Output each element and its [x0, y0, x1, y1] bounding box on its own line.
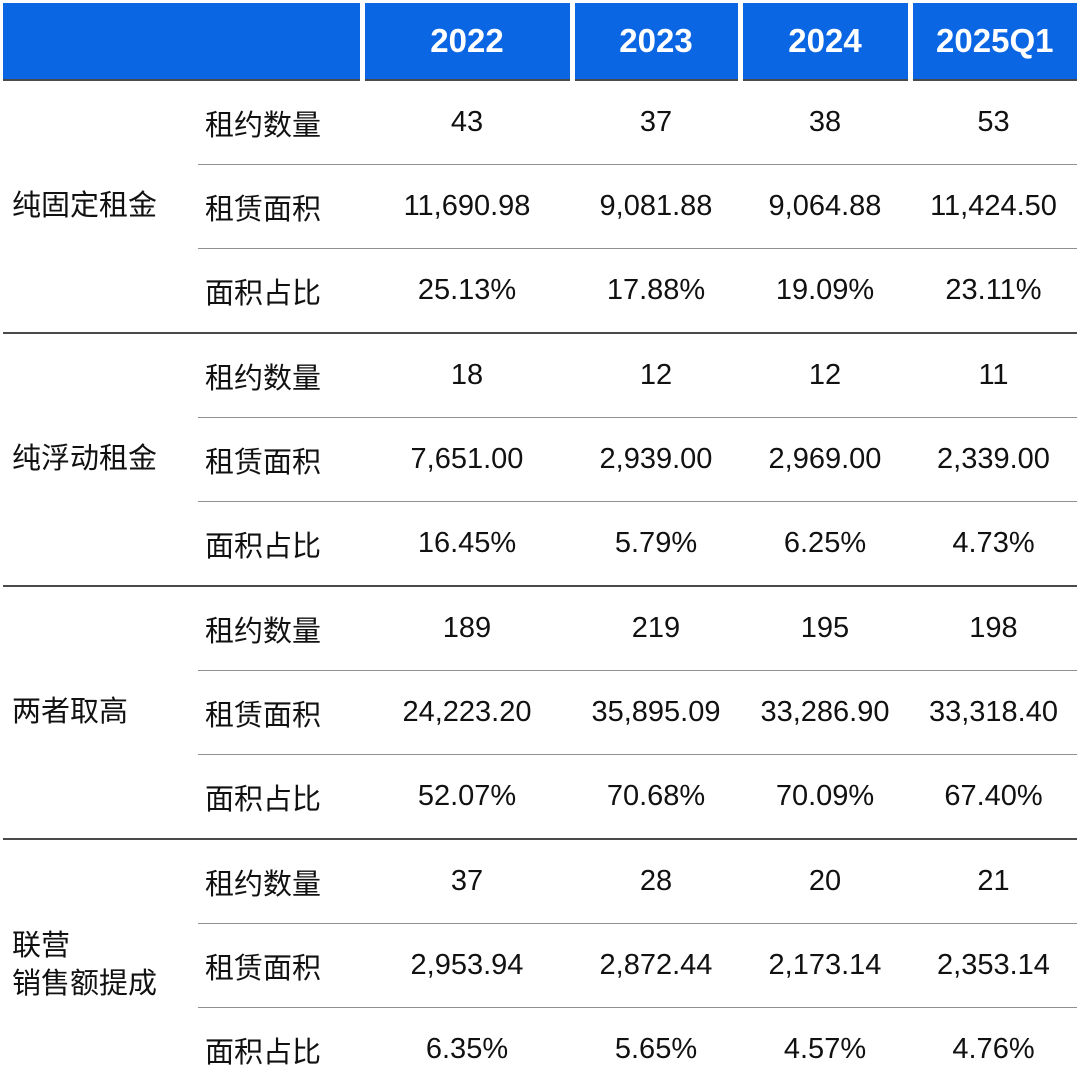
table-row: 联营 销售额提成 租约数量 37 28 20 21: [3, 838, 1077, 1091]
value-cell: 53: [910, 79, 1077, 165]
value-cell: 28: [572, 838, 740, 924]
group-name-pure-fixed-rent: 纯固定租金: [3, 79, 198, 333]
value-cell: 70.09%: [740, 754, 910, 839]
value-cell: 9,081.88: [572, 164, 740, 249]
value-cell: 33,318.40: [910, 670, 1077, 755]
value-cell: 12: [740, 332, 910, 418]
metric-label: 面积占比: [198, 754, 362, 839]
value-cell: 219: [572, 585, 740, 671]
value-cell: 11: [910, 332, 1077, 418]
value-cell: 37: [572, 79, 740, 165]
table-row: 租赁面积 7,651.00 2,939.00 2,969.00 2,339.00: [3, 417, 1077, 502]
corner-cell: [3, 3, 362, 81]
value-cell: 2,969.00: [740, 417, 910, 502]
metric-label: 租约数量: [198, 585, 362, 671]
metric-label: 面积占比: [198, 248, 362, 333]
value-cell: 2,872.44: [572, 923, 740, 1008]
value-cell: 38: [740, 79, 910, 165]
value-cell: 23.11%: [910, 248, 1077, 333]
value-cell: 6.35%: [362, 1007, 572, 1091]
year-header-2023: 2023: [569, 3, 740, 81]
header-row: 2022 2023 2024 2025Q1: [3, 3, 1077, 81]
metric-label: 租赁面积: [198, 417, 362, 502]
metric-label: 面积占比: [198, 501, 362, 586]
value-cell: 24,223.20: [362, 670, 572, 755]
value-cell: 25.13%: [362, 248, 572, 333]
value-cell: 19.09%: [740, 248, 910, 333]
table-row: 面积占比 52.07% 70.68% 70.09% 67.40%: [3, 754, 1077, 839]
table-row: 租赁面积 24,223.20 35,895.09 33,286.90 33,31…: [3, 670, 1077, 755]
value-cell: 2,953.94: [362, 923, 572, 1008]
value-cell: 189: [362, 585, 572, 671]
value-cell: 4.76%: [910, 1007, 1077, 1091]
year-header-2025q1: 2025Q1: [907, 3, 1077, 81]
value-cell: 52.07%: [362, 754, 572, 839]
value-cell: 18: [362, 332, 572, 418]
metric-label: 租赁面积: [198, 923, 362, 1008]
metric-label: 租约数量: [198, 79, 362, 165]
group-name-pure-floating-rent: 纯浮动租金: [3, 332, 198, 586]
value-cell: 5.79%: [572, 501, 740, 586]
year-header-2022: 2022: [359, 3, 572, 81]
metric-label: 租约数量: [198, 838, 362, 924]
table-row: 租赁面积 2,953.94 2,872.44 2,173.14 2,353.14: [3, 923, 1077, 1008]
value-cell: 6.25%: [740, 501, 910, 586]
rent-type-table: 2022 2023 2024 2025Q1 纯固定租金 租约数量 43 37 3…: [3, 3, 1077, 1091]
value-cell: 7,651.00: [362, 417, 572, 502]
value-cell: 2,339.00: [910, 417, 1077, 502]
value-cell: 2,939.00: [572, 417, 740, 502]
value-cell: 2,353.14: [910, 923, 1077, 1008]
table-row: 纯浮动租金 租约数量 18 12 12 11: [3, 332, 1077, 586]
value-cell: 17.88%: [572, 248, 740, 333]
value-cell: 12: [572, 332, 740, 418]
table-row: 纯固定租金 租约数量 43 37 38 53: [3, 79, 1077, 333]
value-cell: 4.73%: [910, 501, 1077, 586]
value-cell: 11,424.50: [910, 164, 1077, 249]
value-cell: 11,690.98: [362, 164, 572, 249]
value-cell: 35,895.09: [572, 670, 740, 755]
year-header-2024: 2024: [737, 3, 910, 81]
value-cell: 198: [910, 585, 1077, 671]
value-cell: 43: [362, 79, 572, 165]
table-row: 租赁面积 11,690.98 9,081.88 9,064.88 11,424.…: [3, 164, 1077, 249]
value-cell: 70.68%: [572, 754, 740, 839]
metric-label: 租赁面积: [198, 164, 362, 249]
group-name-jv-sales-commission: 联营 销售额提成: [3, 838, 198, 1091]
table-row: 两者取高 租约数量 189 219 195 198: [3, 585, 1077, 839]
table-row: 面积占比 6.35% 5.65% 4.57% 4.76%: [3, 1007, 1077, 1091]
value-cell: 67.40%: [910, 754, 1077, 839]
value-cell: 4.57%: [740, 1007, 910, 1091]
metric-label: 租约数量: [198, 332, 362, 418]
value-cell: 5.65%: [572, 1007, 740, 1091]
group-name-higher-of-two: 两者取高: [3, 585, 198, 839]
value-cell: 16.45%: [362, 501, 572, 586]
metric-label: 租赁面积: [198, 670, 362, 755]
value-cell: 9,064.88: [740, 164, 910, 249]
value-cell: 2,173.14: [740, 923, 910, 1008]
table-row: 面积占比 25.13% 17.88% 19.09% 23.11%: [3, 248, 1077, 333]
value-cell: 33,286.90: [740, 670, 910, 755]
table-row: 面积占比 16.45% 5.79% 6.25% 4.73%: [3, 501, 1077, 586]
value-cell: 20: [740, 838, 910, 924]
value-cell: 37: [362, 838, 572, 924]
value-cell: 195: [740, 585, 910, 671]
metric-label: 面积占比: [198, 1007, 362, 1091]
value-cell: 21: [910, 838, 1077, 924]
